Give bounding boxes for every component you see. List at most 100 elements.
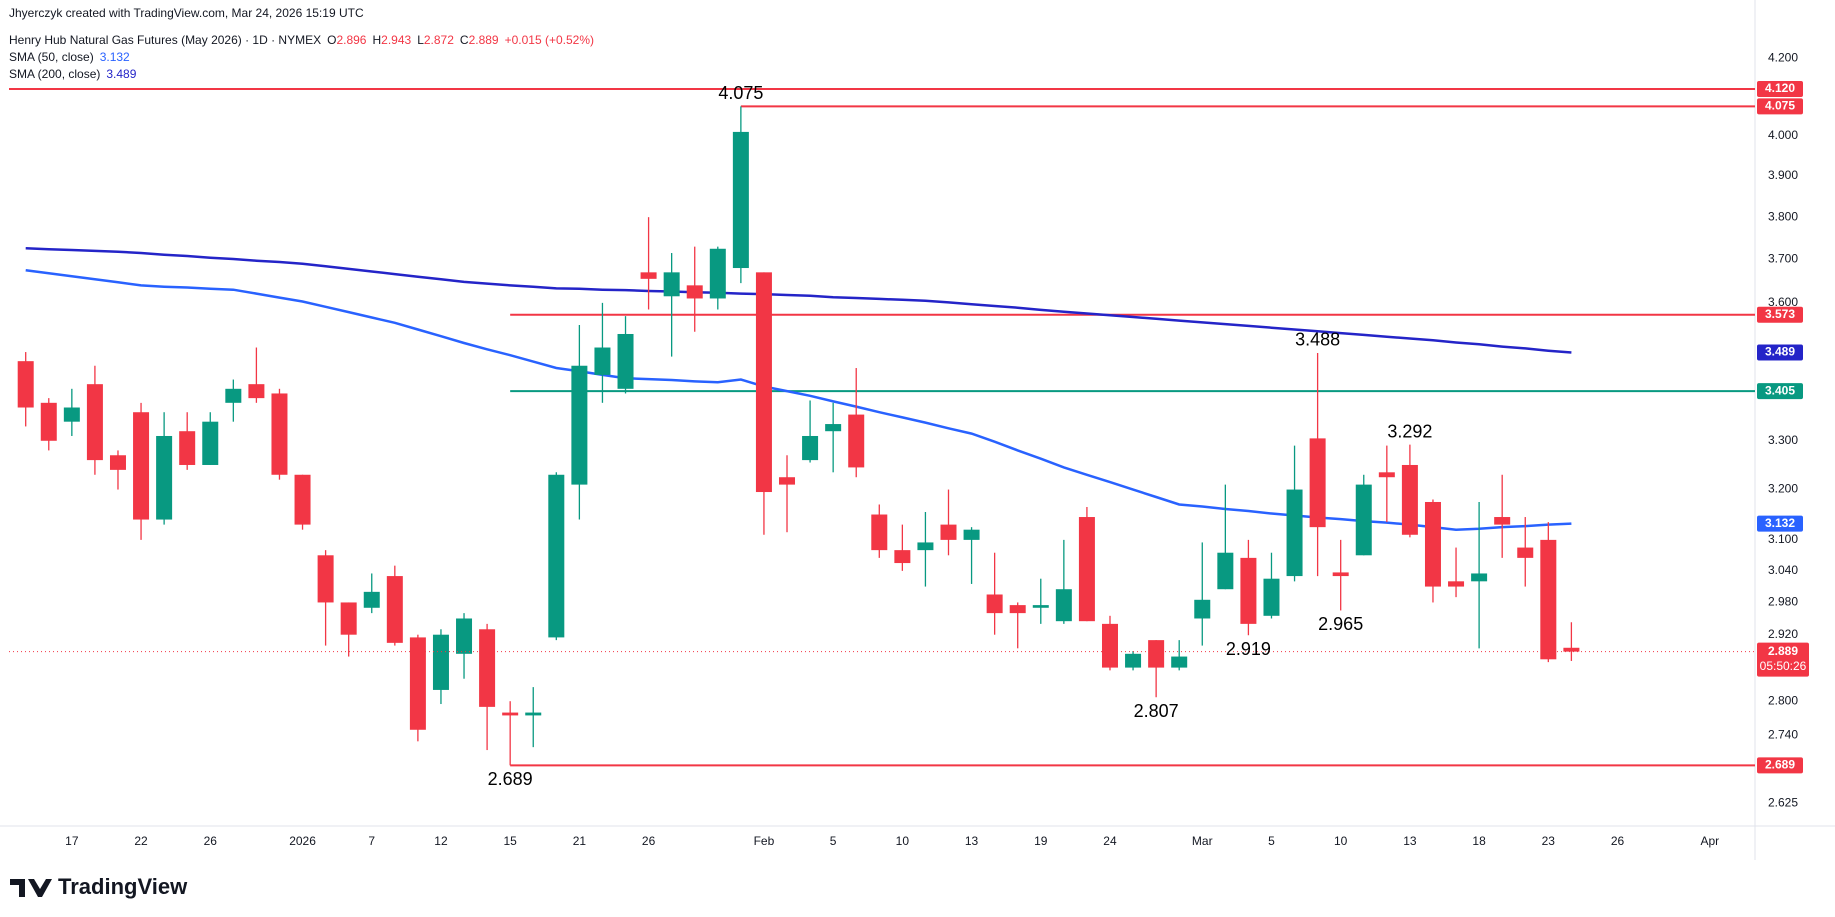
x-tick-label: Feb (754, 834, 775, 848)
ohlc-value: 2.872 (424, 33, 454, 47)
level-box (1757, 81, 1803, 98)
brand-name: TradingView (58, 874, 188, 899)
x-tick-label: 15 (503, 834, 517, 848)
candle-body (109, 455, 126, 470)
candle-body (479, 629, 496, 707)
candle-body (1424, 501, 1441, 587)
candle-body (40, 402, 57, 441)
candle-body (986, 594, 1003, 614)
candle-body (271, 393, 288, 475)
x-tick-label: 13 (1403, 834, 1417, 848)
candle-body (456, 618, 473, 654)
sma-box (1757, 515, 1803, 532)
candle-body (502, 712, 519, 716)
x-tick-label: 10 (896, 834, 910, 848)
candle-body (1263, 578, 1280, 616)
y-tick-label: 2.625 (1768, 796, 1798, 810)
level-label: 4.120 (1765, 81, 1795, 95)
y-tick-label: 3.800 (1768, 209, 1798, 223)
candle-body (409, 637, 426, 730)
last-price-box (1757, 642, 1809, 677)
candle-body (755, 272, 772, 493)
candle-body (1125, 653, 1142, 668)
candle-body (779, 477, 796, 485)
level-box (1757, 757, 1803, 774)
plot-area (9, 88, 1755, 767)
candle-body (86, 384, 103, 461)
level-box (1757, 98, 1803, 115)
annotation: 3.488 (1295, 330, 1340, 350)
candle-body (802, 435, 819, 461)
brand-logo: TradingView (10, 874, 188, 899)
candle-body (340, 602, 357, 635)
x-tick-label: 5 (1268, 834, 1275, 848)
candle-body (317, 555, 334, 603)
sma-value: 3.489 (106, 67, 136, 81)
annotation: 2.807 (1134, 701, 1179, 721)
annotation: 2.689 (488, 769, 533, 789)
x-tick-label: 24 (1103, 834, 1117, 848)
y-tick-label: 3.900 (1768, 168, 1798, 182)
y-tick-label: 3.300 (1768, 433, 1798, 447)
annotation: 2.919 (1226, 639, 1271, 659)
level-label: 4.075 (1765, 99, 1795, 113)
candle-body (1194, 599, 1211, 619)
sma-value: 3.132 (100, 50, 130, 64)
candle-body (1401, 464, 1418, 535)
candle-body (1009, 605, 1026, 614)
candle-body (709, 248, 726, 299)
level-label: 3.405 (1765, 383, 1795, 397)
x-tick-label: 13 (965, 834, 979, 848)
candle-body (963, 529, 980, 540)
y-tick-label: 2.800 (1768, 693, 1798, 707)
candle-body (1332, 572, 1349, 577)
y-tick-label: 4.200 (1768, 51, 1798, 65)
ohlc-value: 2.889 (469, 33, 499, 47)
price-axis: 4.200 4.000 3.900 3.800 3.700 3.600 3.300 3.200… (65, 51, 1809, 848)
y-tick-label: 3.100 (1768, 532, 1798, 546)
x-tick-label: 10 (1334, 834, 1348, 848)
candle-body (1448, 581, 1465, 587)
candle-body (640, 272, 657, 279)
candle-body (1148, 640, 1165, 668)
candle-body (825, 424, 842, 432)
candle-body (594, 347, 611, 375)
y-tick-label: 3.600 (1768, 295, 1798, 309)
candle-body (225, 388, 242, 403)
x-tick-label: 26 (204, 834, 218, 848)
candle-body (1032, 605, 1049, 608)
candle-body (894, 550, 911, 564)
candle-body (1240, 557, 1257, 624)
candle-body (686, 285, 703, 299)
x-tick-label: 17 (65, 834, 79, 848)
candle-body (663, 272, 680, 297)
candle-body (1563, 647, 1580, 652)
sma-label: 3.489 (1765, 345, 1795, 359)
x-tick-label: Mar (1192, 834, 1213, 848)
x-tick-label: 19 (1034, 834, 1048, 848)
x-tick-label: 26 (1611, 834, 1625, 848)
candle-body (1171, 656, 1188, 668)
candle-body (1286, 489, 1303, 577)
level-label: 3.573 (1765, 307, 1795, 321)
ohlc-value: 2.896 (336, 33, 366, 47)
candle-body (525, 712, 542, 716)
y-tick-label: 2.980 (1768, 595, 1798, 609)
x-tick-label: 5 (830, 834, 837, 848)
candle-body (1378, 472, 1395, 478)
ohlc-letter: C (460, 33, 469, 47)
y-tick-label: 2.920 (1768, 627, 1798, 641)
candle-body (1217, 552, 1234, 590)
candle-body (1101, 623, 1118, 668)
candle-body (1494, 517, 1511, 525)
sma-line (25, 247, 1572, 354)
overlay: 4.075 3.488 3.292 2.965 2.919 2.807 2.689 (488, 83, 1433, 789)
sma-name: SMA (50, close) (9, 50, 94, 64)
annotation: 2.965 (1318, 614, 1363, 634)
x-tick-label: 18 (1472, 834, 1486, 848)
candle-body (1355, 484, 1372, 556)
candle-body (248, 384, 265, 399)
x-tick-label: 22 (134, 834, 148, 848)
